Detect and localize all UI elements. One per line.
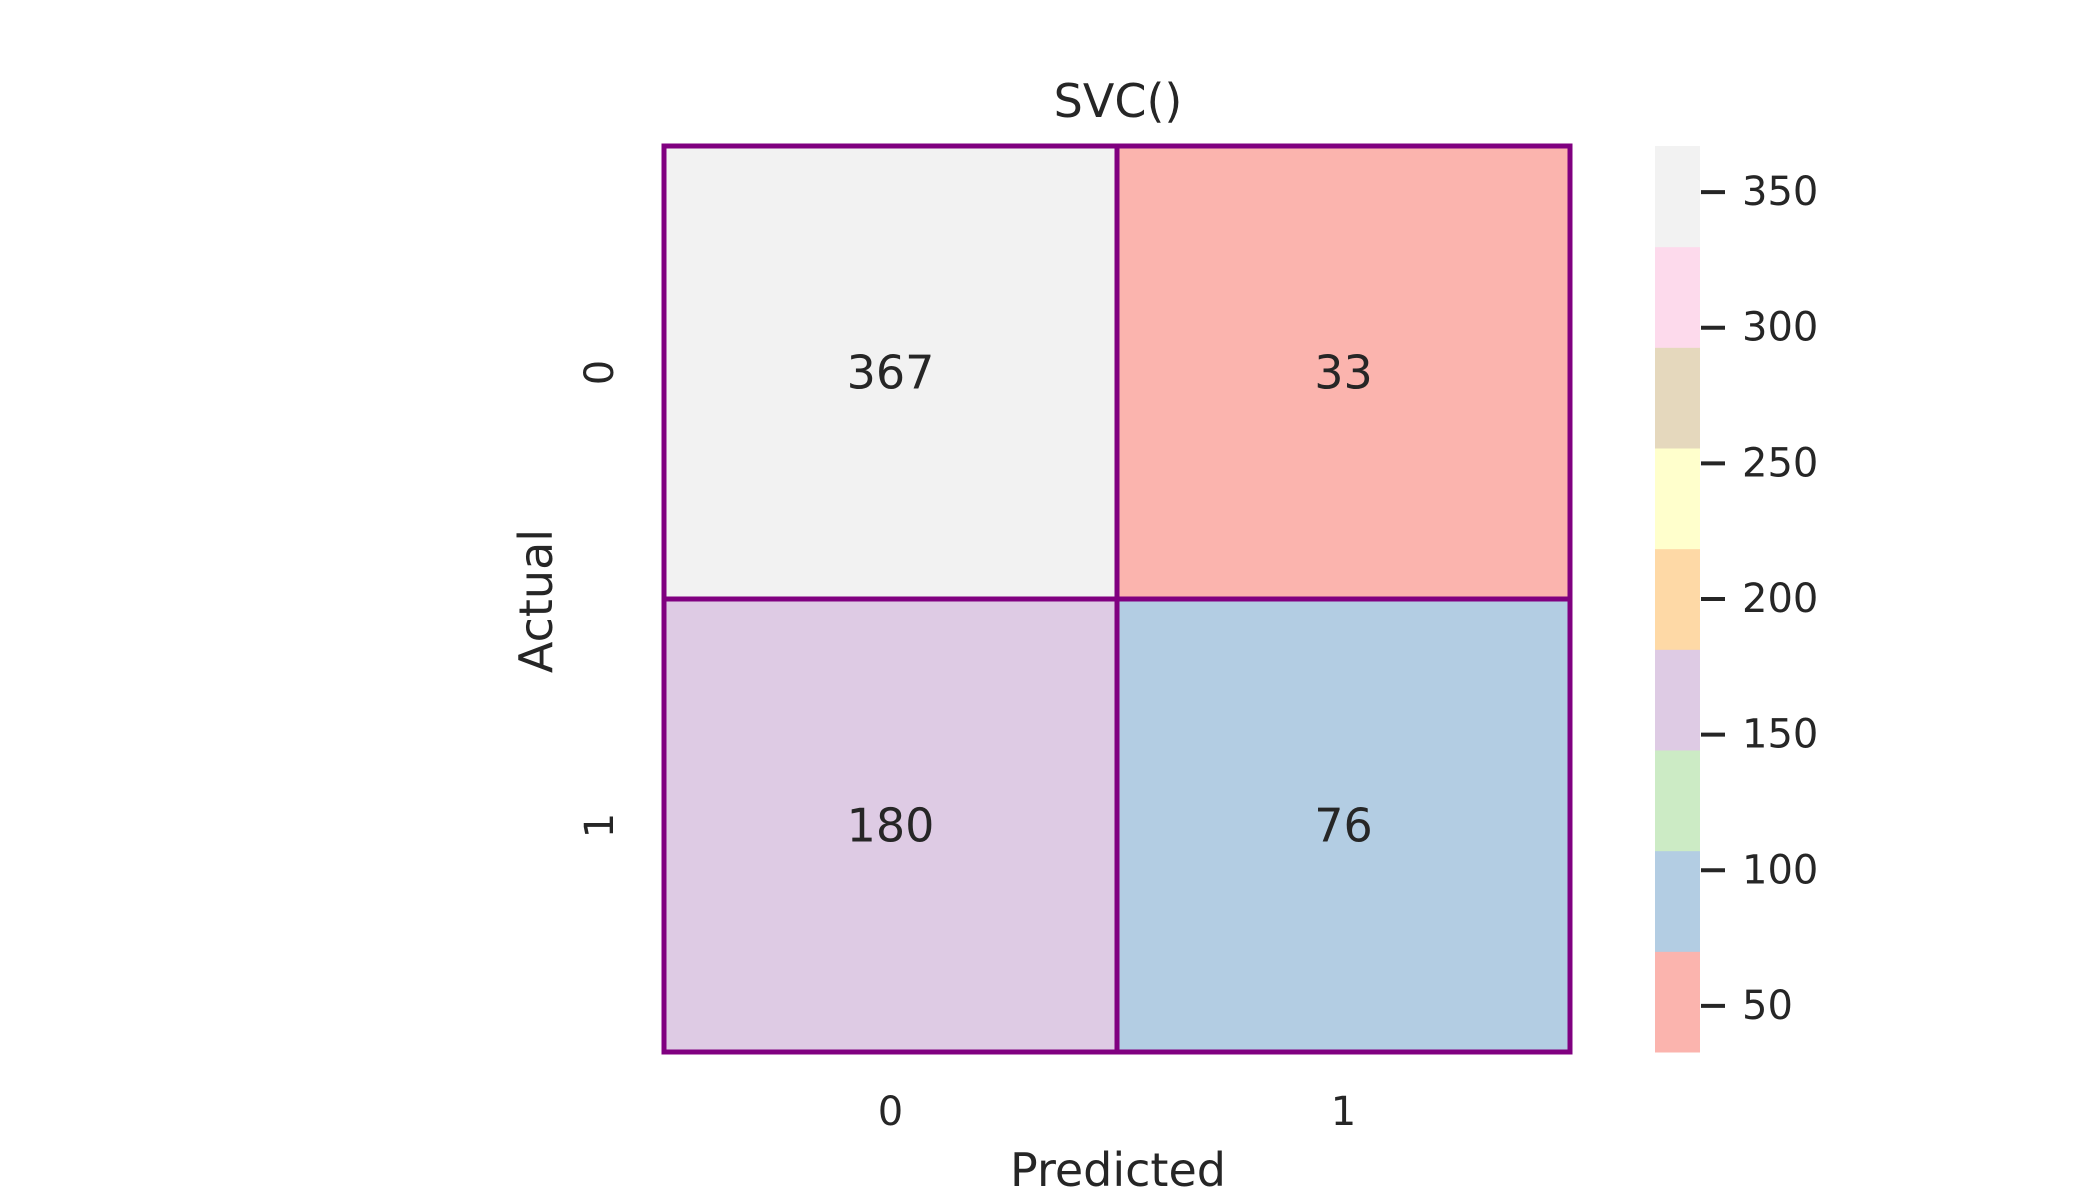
y-tick-label: 1 (577, 813, 623, 838)
colorbar-tick-label: 100 (1742, 847, 1818, 893)
colorbar (1655, 146, 1700, 1053)
colorbar-segment (1655, 649, 1700, 751)
heatmap-cell-0-0 (661, 143, 1120, 602)
heatmap-cell-0-1 (1114, 143, 1573, 602)
colorbar-tick-label: 350 (1742, 169, 1818, 215)
colorbar-segment (1655, 951, 1700, 1053)
y-axis-label: Actual (509, 529, 563, 673)
cell-value-0-0: 367 (847, 346, 935, 400)
colorbar-tick-label: 200 (1742, 576, 1818, 622)
colorbar-segment (1655, 246, 1700, 348)
x-tick-label: 1 (1331, 1089, 1356, 1135)
colorbar-segment (1655, 750, 1700, 852)
colorbar-segment (1655, 448, 1700, 550)
cell-value-0-1: 33 (1314, 346, 1373, 400)
colorbar-segment (1655, 548, 1700, 650)
heatmap-annotations: 367 33 180 76 (847, 346, 1373, 853)
cell-value-1-0: 180 (847, 799, 935, 853)
colorbar-ticks: 50 100 150 200 250 300 350 (1701, 169, 1818, 1029)
colorbar-segment (1655, 146, 1700, 248)
heatmap-cell-1-1 (1114, 596, 1573, 1055)
heatmap-cells (661, 143, 1573, 1055)
colorbar-tick-label: 150 (1742, 712, 1818, 758)
y-tick-label: 0 (577, 360, 623, 385)
x-axis-label: Predicted (1010, 1143, 1226, 1197)
x-tick-label: 0 (878, 1089, 903, 1135)
colorbar-tick-label: 50 (1742, 983, 1793, 1029)
cell-value-1-1: 76 (1314, 799, 1373, 853)
y-tick-labels: 01 (577, 360, 623, 838)
colorbar-tick-label: 250 (1742, 440, 1818, 486)
colorbar-segment (1655, 347, 1700, 449)
colorbar-segment (1655, 850, 1700, 952)
colorbar-tick-label: 300 (1742, 305, 1818, 351)
chart-title: SVC() (1054, 74, 1183, 128)
heatmap-cell-1-0 (661, 596, 1120, 1055)
